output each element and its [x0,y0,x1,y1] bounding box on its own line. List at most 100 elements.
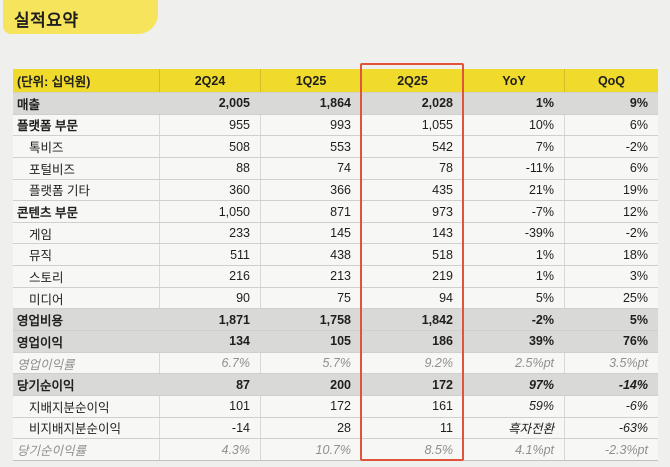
table-row: 플랫폼 기타 360 366 435 21% 19% [13,178,658,201]
cell-2q25: 435 [361,179,463,201]
cell-2q25: 1,055 [361,114,463,136]
cell-qoq: 25% [564,287,658,309]
row-label: 스토리 [29,270,64,285]
cell-yoy: 1% [463,244,564,266]
cell-yoy: 2.5%pt [463,352,564,374]
row-label: 당기순이익 [17,379,75,394]
row-label: 포털비즈 [29,162,76,177]
page-title: 실적요약 [14,11,79,30]
cell-qoq: -63% [564,417,658,439]
cell-2q25: 94 [361,287,463,309]
cell-2q25: 143 [361,222,463,244]
cell-yoy: 21% [463,179,564,201]
table-row: 당기순이익률 4.3% 10.7% 8.5% 4.1%pt -2.3%pt [13,438,658,460]
cell-qoq: 12% [564,201,658,222]
table-row: 당기순이익 87 200 172 97% -14% [13,373,658,395]
table-row: 스토리 216 213 219 1% 3% [13,265,658,287]
column-header-qoq: QoQ [564,69,658,92]
cell-qoq: -2% [564,222,658,244]
row-label: 미디어 [29,292,64,307]
cell-qoq: 3.5%pt [564,352,658,374]
table-row: 톡비즈 508 553 542 7% -2% [13,135,658,157]
cell-qoq: 3% [564,266,658,287]
row-label: 영업이익률 [17,357,75,372]
row-label: 영업비용 [17,314,64,329]
cell-2q25: 973 [361,201,463,222]
cell-1q25: 74 [260,157,361,179]
cell-yoy: -39% [463,222,564,244]
table-row: 비지배지분순이익 -14 28 11 흑자전환 -63% [13,416,658,439]
cell-qoq: 9% [564,93,658,114]
cell-1q25: 75 [260,287,361,309]
cell-1q25: 366 [260,179,361,201]
cell-1q25: 145 [260,222,361,244]
cell-2q25: 186 [361,331,463,352]
table-row: 지배지분순이익 101 172 161 59% -6% [13,394,658,417]
cell-2q25: 8.5% [361,439,463,460]
table-row: 포털비즈 88 74 78 -11% 6% [13,156,658,179]
table-row: 뮤직 511 438 518 1% 18% [13,243,658,266]
cell-qoq: -6% [564,395,658,417]
cell-2q24: 2,005 [159,93,260,114]
table-row: 게임 233 145 143 -39% -2% [13,221,658,244]
cell-1q25: 172 [260,395,361,417]
cell-yoy: 59% [463,395,564,417]
cell-2q24: -14 [159,417,260,439]
column-header-yoy: YoY [463,69,564,92]
table-header-row: (단위: 십억원) 2Q24 1Q25 2Q25 YoY QoQ [13,69,658,92]
cell-1q25: 993 [260,114,361,136]
table-row: 영업이익률 6.7% 5.7% 9.2% 2.5%pt 3.5%pt [13,351,658,374]
table-row: 콘텐츠 부문 1,050 871 973 -7% 12% [13,200,658,222]
cell-2q24: 216 [159,266,260,287]
column-header-1q25: 1Q25 [260,69,361,92]
cell-1q25: 5.7% [260,352,361,374]
row-label: 플랫폼 기타 [29,184,90,199]
cell-2q25: 161 [361,395,463,417]
cell-2q24: 6.7% [159,352,260,374]
row-label: 매출 [17,97,41,112]
cell-2q24: 90 [159,287,260,309]
cell-yoy: 5% [463,287,564,309]
table-row: 영업비용 1,871 1,758 1,842 -2% 5% [13,308,658,331]
cell-1q25: 213 [260,266,361,287]
row-label: 플랫폼 부문 [17,119,78,134]
column-header-2q25: 2Q25 [361,69,463,92]
row-label: 콘텐츠 부문 [17,206,78,221]
cell-2q24: 955 [159,114,260,136]
cell-qoq: -2.3%pt [564,439,658,460]
cell-2q25: 1,842 [361,309,463,331]
row-label: 비지배지분순이익 [29,422,122,437]
table-row: 플랫폼 부문 955 993 1,055 10% 6% [13,113,658,136]
cell-2q25: 542 [361,136,463,157]
cell-yoy: 흑자전환 [463,417,564,439]
cell-2q25: 11 [361,417,463,439]
cell-yoy: 10% [463,114,564,136]
cell-yoy: 39% [463,331,564,352]
cell-2q25: 518 [361,244,463,266]
cell-2q24: 511 [159,244,260,266]
title-highlight-shape [3,0,158,34]
row-label: 영업이익 [17,335,64,350]
table-body: 매출 2,005 1,864 2,028 1% 9% 플랫폼 부문 955 99… [13,92,658,460]
cell-yoy: 1% [463,266,564,287]
cell-1q25: 438 [260,244,361,266]
cell-yoy: 1% [463,93,564,114]
cell-2q25: 9.2% [361,352,463,374]
cell-2q24: 101 [159,395,260,417]
row-label: 뮤직 [29,249,53,264]
cell-2q25: 78 [361,157,463,179]
cell-qoq: -14% [564,374,658,395]
cell-2q24: 1,050 [159,201,260,222]
cell-2q24: 360 [159,179,260,201]
cell-qoq: -2% [564,136,658,157]
cell-qoq: 5% [564,309,658,331]
earnings-summary-table: (단위: 십억원) 2Q24 1Q25 2Q25 YoY QoQ 매출 2,00… [13,69,658,461]
cell-yoy: 7% [463,136,564,157]
cell-2q24: 88 [159,157,260,179]
row-label: 당기순이익률 [17,444,87,459]
table-row: 매출 2,005 1,864 2,028 1% 9% [13,92,658,114]
cell-qoq: 18% [564,244,658,266]
table-row: 미디어 90 75 94 5% 25% [13,286,658,309]
cell-qoq: 19% [564,179,658,201]
